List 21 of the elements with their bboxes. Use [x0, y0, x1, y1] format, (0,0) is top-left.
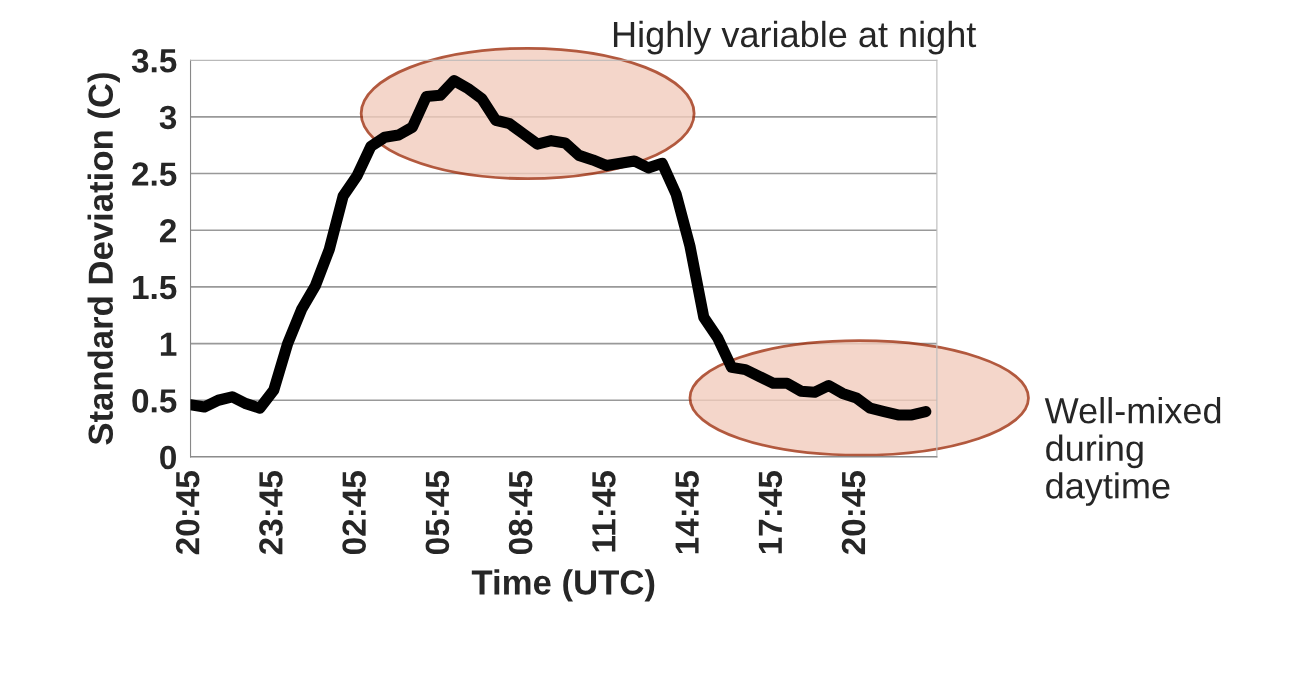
- y-tick-label: 2.5: [132, 162, 177, 186]
- text: Highly variable at night: [613, 20, 977, 55]
- x-tick-label: 08:45: [508, 471, 533, 555]
- x-tick-label: 02:45: [342, 471, 366, 555]
- y-tick-label: 3: [159, 105, 177, 130]
- x-tick-label: 20:45: [841, 471, 866, 555]
- y-tick-label: 3.5: [131, 48, 177, 73]
- y-tick-label: 1.5: [133, 276, 177, 300]
- x-tick-label: 23:45: [259, 471, 283, 555]
- x-tick-label: 14:45: [675, 471, 699, 554]
- y-tick-label: 2: [159, 219, 176, 243]
- x-tick-label: 05:45: [425, 471, 450, 555]
- x-tick-label: 20:45: [175, 471, 200, 555]
- x-tick-label: 11:45: [592, 471, 616, 552]
- y-tick-label: 1: [160, 332, 177, 356]
- x-axis-title: Time (UTC): [471, 569, 655, 602]
- x-tick-label: 17:45: [758, 471, 783, 554]
- text: Well-mixed during daytime: [1044, 397, 1221, 506]
- y-axis-title: Standard Deviation (C): [87, 73, 120, 445]
- y-tick-label: 0: [160, 445, 176, 470]
- y-tick-label: 0.5: [132, 389, 177, 413]
